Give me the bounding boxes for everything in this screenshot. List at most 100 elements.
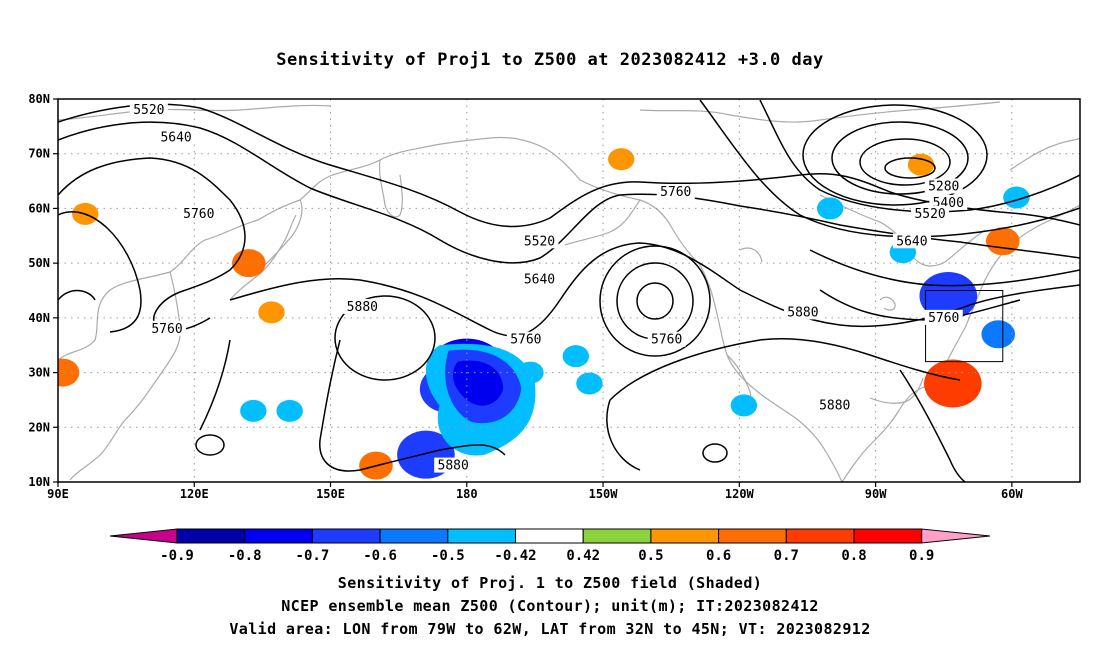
lon-tick-label: 150E xyxy=(316,487,345,501)
contour-label: 5520 xyxy=(133,103,164,118)
contour-label-bg xyxy=(129,101,168,117)
lat-tick-label: 40N xyxy=(28,311,50,325)
contour-label: 5760 xyxy=(928,311,959,326)
sensitivity-patch xyxy=(981,320,1016,349)
colorbar-label: 0.5 xyxy=(638,548,663,564)
colorbar-label: 0.8 xyxy=(841,548,866,564)
contour-label: 5640 xyxy=(160,130,191,145)
colorbar-label: -0.6 xyxy=(363,548,397,564)
colorbar: -0.9 -0.8 -0.7 -0.6 -0.5 -0.42 0.42 0.5 0.6 0.7 0.… xyxy=(109,528,991,564)
colorbar-label: 0.9 xyxy=(909,548,934,564)
contour-label: 5760 xyxy=(660,185,691,200)
lat-tick-label: 70N xyxy=(28,147,50,161)
contour-label: 5880 xyxy=(819,398,850,413)
lon-tick-label: 90W xyxy=(865,487,887,501)
sensitivity-patch xyxy=(730,394,758,417)
colorbar-swatch xyxy=(515,528,584,544)
lat-lon-grid xyxy=(58,99,1080,482)
contour-label-bg xyxy=(506,331,545,347)
sensitivity-patch xyxy=(608,148,635,171)
lon-tick-label: 60W xyxy=(1001,487,1023,501)
contour-label: 5880 xyxy=(347,300,378,315)
contour-label-bg xyxy=(434,457,473,473)
contour-label-bg xyxy=(924,309,963,325)
latitude-labels: 80N 70N 60N 50N 40N 30N 20N 10N xyxy=(28,92,58,489)
colorbar-swatch xyxy=(853,528,923,544)
colorbar-label: 0.6 xyxy=(706,548,731,564)
colorbar-swatch xyxy=(650,528,720,544)
chart-title: Sensitivity of Proj1 to Z500 at 20230824… xyxy=(276,50,824,70)
contour-label-bg xyxy=(520,271,559,287)
colorbar-swatch xyxy=(582,528,652,544)
colorbar-swatch xyxy=(379,528,449,544)
sensitivity-patch xyxy=(58,358,80,387)
contour-label-bg xyxy=(783,304,822,320)
colorbar-swatch xyxy=(447,528,516,544)
lat-tick-label: 50N xyxy=(28,256,50,270)
lon-tick-label: 90E xyxy=(47,487,69,501)
contour-label: 5760 xyxy=(151,322,182,337)
sensitivity-patch xyxy=(240,399,267,422)
colorbar-swatch xyxy=(244,528,313,544)
sensitivity-patch xyxy=(452,360,504,406)
lon-tick-label: 120W xyxy=(725,487,755,501)
contour-label-bg xyxy=(924,178,963,194)
contour-label: 5640 xyxy=(524,273,555,288)
contour-label: 5520 xyxy=(524,234,555,249)
contour-label-bg xyxy=(179,205,218,221)
sensitivity-patch xyxy=(576,372,603,395)
contour-label-bg xyxy=(343,298,382,314)
sensitivity-patch xyxy=(940,373,965,394)
lat-tick-label: 20N xyxy=(28,420,50,434)
contour-label-bg xyxy=(647,331,686,347)
contour-label-bg xyxy=(892,233,931,249)
longitude-labels: 90E 120E 150E 180 150W 120W 90W 60W xyxy=(47,482,1023,501)
contour-label-bg xyxy=(815,397,854,413)
contour-label: 5760 xyxy=(183,207,214,222)
colorbar-label: 0.7 xyxy=(774,548,799,564)
contour-label-bg xyxy=(157,129,196,145)
valid-area-box xyxy=(925,290,1004,363)
colorbar-swatch xyxy=(311,528,381,544)
contour-label: 5760 xyxy=(651,333,682,348)
sensitivity-shading xyxy=(58,148,1030,480)
contour-label: 5760 xyxy=(510,333,541,348)
lat-tick-label: 10N xyxy=(28,475,50,489)
sensitivity-patch xyxy=(816,197,844,220)
contour-labels: 5520 5640 5760 5760 5880 5520 5640 5760 5880 5760… xyxy=(129,101,968,474)
colorbar-label: 0.42 xyxy=(566,548,600,564)
contour-label: 5520 xyxy=(914,207,945,222)
contour-label: 5880 xyxy=(438,459,469,474)
lon-tick-label: 120E xyxy=(180,487,209,501)
contour-label-bg xyxy=(148,320,187,336)
colorbar-label: -0.42 xyxy=(494,548,536,564)
colorbar-swatch xyxy=(176,528,246,544)
colorbar-high-end xyxy=(921,528,991,544)
contour-label-bg xyxy=(520,233,559,249)
colorbar-label: -0.5 xyxy=(431,548,465,564)
lon-tick-label: 180 xyxy=(456,487,478,501)
caption-line-2: NCEP ensemble mean Z500 (Contour); unit(… xyxy=(281,597,819,615)
colorbar-label: -0.9 xyxy=(160,548,194,564)
sensitivity-patch xyxy=(985,227,1020,256)
contour-label: 5280 xyxy=(928,180,959,195)
colorbar-label: -0.8 xyxy=(228,548,262,564)
lon-tick-label: 150W xyxy=(589,487,619,501)
colorbar-swatch xyxy=(785,528,855,544)
sensitivity-patch xyxy=(258,301,285,324)
colorbar-label: -0.7 xyxy=(296,548,330,564)
caption-line-1: Sensitivity of Proj. 1 to Z500 field (Sh… xyxy=(337,574,763,592)
map-frame xyxy=(57,98,1081,483)
sensitivity-patch xyxy=(907,153,935,176)
colorbar-low-end xyxy=(109,528,178,544)
contour-label-bg xyxy=(656,184,695,200)
lat-tick-label: 60N xyxy=(28,201,50,215)
sensitivity-patch xyxy=(1003,186,1030,209)
sensitivity-patch xyxy=(562,345,590,368)
caption-line-3: Valid area: LON from 79W to 62W, LAT fro… xyxy=(229,620,871,638)
colorbar-swatch xyxy=(718,528,787,544)
contour-label: 5640 xyxy=(896,234,927,249)
lat-tick-label: 30N xyxy=(28,366,50,380)
contour-label-bg xyxy=(911,205,950,221)
